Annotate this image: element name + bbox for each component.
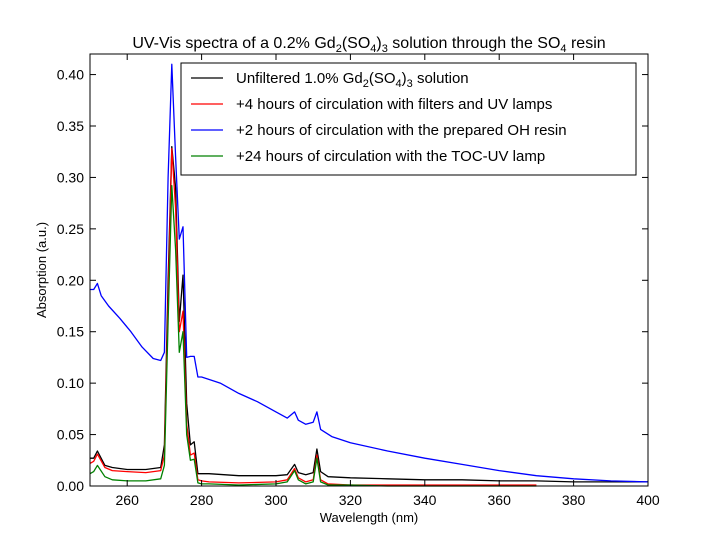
x-tick-label: 260 bbox=[116, 492, 140, 508]
y-tick-label: 0.15 bbox=[57, 324, 84, 340]
y-tick-label: 0.40 bbox=[57, 67, 84, 83]
chart-title: UV-Vis spectra of a 0.2% Gd2(SO4)3 solut… bbox=[132, 35, 605, 55]
ticks-layer: 260 280 300 320 340 360 380 400 0.00 0.05 0.10 0.15… bbox=[57, 54, 660, 508]
series-layer bbox=[89, 63, 649, 487]
y-axis-label: Absorption (a.u.) bbox=[34, 222, 49, 318]
series-line-3 bbox=[89, 185, 537, 487]
series-line-1 bbox=[89, 147, 537, 486]
legend: Unfiltered 1.0% Gd2(SO4)3 solution +4 ho… bbox=[180, 62, 637, 176]
y-tick-label: 0.10 bbox=[57, 375, 84, 391]
legend-label-4h: +4 hours of circulation with filters and… bbox=[236, 96, 552, 113]
plot-frame bbox=[89, 53, 649, 487]
x-tick-label: 320 bbox=[339, 492, 363, 508]
legend-label-24h: +24 hours of circulation with the TOC-UV… bbox=[236, 148, 545, 165]
y-tick-label: 0.20 bbox=[57, 272, 84, 288]
legend-frame bbox=[180, 62, 637, 176]
y-tick-label: 0.35 bbox=[57, 118, 84, 134]
legend-label-2h: +2 hours of circulation with the prepare… bbox=[236, 122, 567, 139]
x-tick-label: 280 bbox=[190, 492, 214, 508]
y-tick-label: 0.30 bbox=[57, 169, 84, 185]
y-tick-label: 0.25 bbox=[57, 221, 84, 237]
legend-label-unfiltered: Unfiltered 1.0% Gd2(SO4)3 solution bbox=[236, 70, 469, 90]
x-tick-label: 360 bbox=[488, 492, 512, 508]
x-axis-label: Wavelength (nm) bbox=[320, 510, 419, 525]
series-line-0 bbox=[90, 145, 648, 483]
y-tick-label: 0.00 bbox=[57, 478, 84, 494]
y-tick-label: 0.05 bbox=[57, 427, 84, 443]
series-line-2 bbox=[90, 63, 649, 483]
x-tick-label: 380 bbox=[562, 492, 586, 508]
x-tick-label: 400 bbox=[636, 492, 660, 508]
x-tick-label: 300 bbox=[264, 492, 288, 508]
x-tick-label: 340 bbox=[413, 492, 437, 508]
